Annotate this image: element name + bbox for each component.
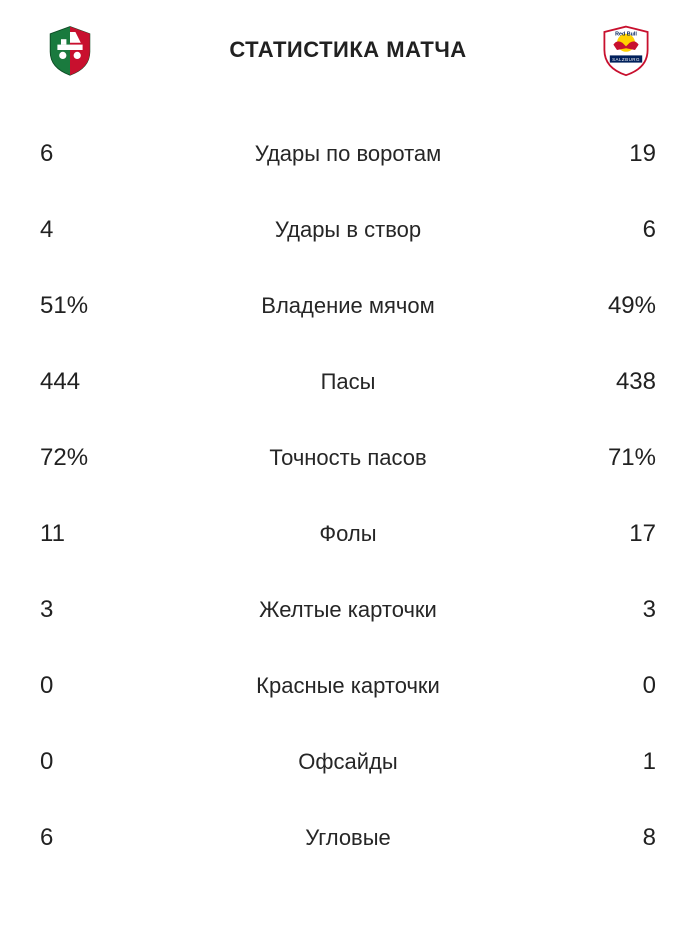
stat-label: Владение мячом: [120, 293, 576, 319]
svg-text:Red Bull: Red Bull: [615, 32, 637, 38]
redbull-icon: Red Bull SALZBURG: [599, 23, 653, 77]
stat-home-value: 0: [40, 748, 120, 776]
stat-row: 4 Удары в створ 6: [40, 192, 656, 268]
stat-row: 444 Пасы 438: [40, 344, 656, 420]
stat-away-value: 0: [576, 672, 656, 700]
stat-home-value: 4: [40, 216, 120, 244]
stat-away-value: 17: [576, 520, 656, 548]
stat-away-value: 49%: [576, 292, 656, 320]
stat-home-value: 444: [40, 368, 120, 396]
lokomotiv-icon: [43, 23, 97, 77]
stat-label: Удары в створ: [120, 217, 576, 243]
stat-home-value: 11: [40, 520, 120, 548]
stat-row: 6 Удары по воротам 19: [40, 116, 656, 192]
stat-away-value: 71%: [576, 444, 656, 472]
stat-row: 0 Офсайды 1: [40, 724, 656, 800]
stat-row: 51% Владение мячом 49%: [40, 268, 656, 344]
stat-away-value: 3: [576, 596, 656, 624]
stat-away-value: 8: [576, 824, 656, 852]
stat-label: Угловые: [120, 825, 576, 851]
stat-away-value: 19: [576, 140, 656, 168]
stat-row: 11 Фолы 17: [40, 496, 656, 572]
stat-away-value: 1: [576, 748, 656, 776]
stat-home-value: 6: [40, 824, 120, 852]
stat-row: 72% Точность пасов 71%: [40, 420, 656, 496]
stat-row: 6 Угловые 8: [40, 800, 656, 876]
away-team-logo: Red Bull SALZBURG: [596, 20, 656, 80]
stat-label: Удары по воротам: [120, 141, 576, 167]
stat-home-value: 0: [40, 672, 120, 700]
stat-label: Желтые карточки: [120, 597, 576, 623]
match-stats-panel: СТАТИСТИКА МАТЧА Red Bull SALZBURG 6 Уда…: [0, 0, 696, 896]
stats-title: СТАТИСТИКА МАТЧА: [100, 37, 596, 63]
stat-label: Красные карточки: [120, 673, 576, 699]
stat-label: Точность пасов: [120, 445, 576, 471]
stat-home-value: 6: [40, 140, 120, 168]
stat-home-value: 72%: [40, 444, 120, 472]
stat-home-value: 3: [40, 596, 120, 624]
svg-text:SALZBURG: SALZBURG: [612, 57, 640, 62]
stat-row: 3 Желтые карточки 3: [40, 572, 656, 648]
stats-header: СТАТИСТИКА МАТЧА Red Bull SALZBURG: [40, 20, 656, 80]
stat-label: Фолы: [120, 521, 576, 547]
stat-home-value: 51%: [40, 292, 120, 320]
stat-row: 0 Красные карточки 0: [40, 648, 656, 724]
home-team-logo: [40, 20, 100, 80]
stat-label: Пасы: [120, 369, 576, 395]
stat-away-value: 6: [576, 216, 656, 244]
stat-away-value: 438: [576, 368, 656, 396]
stats-list: 6 Удары по воротам 19 4 Удары в створ 6 …: [40, 116, 656, 876]
stat-label: Офсайды: [120, 749, 576, 775]
